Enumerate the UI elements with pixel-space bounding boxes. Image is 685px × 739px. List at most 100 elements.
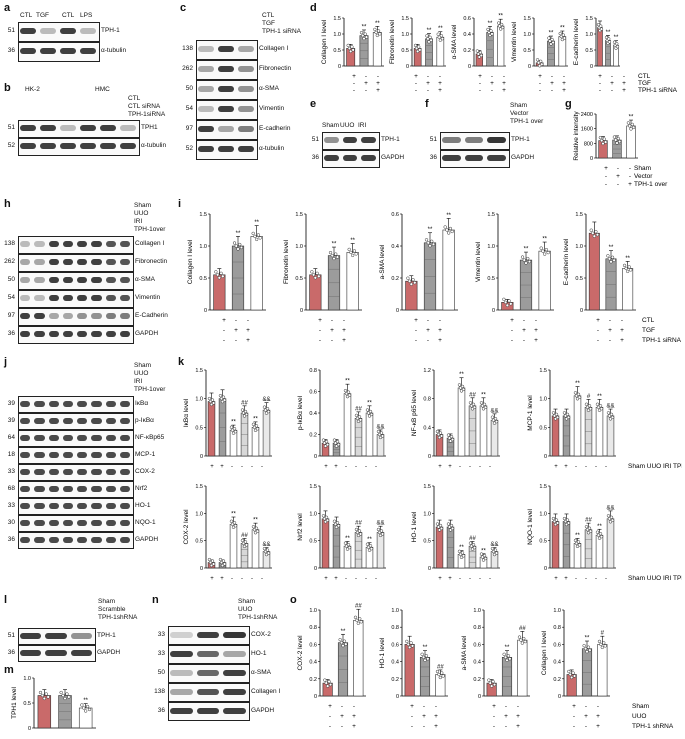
legend-sign: + bbox=[438, 576, 442, 582]
y-axis-label: a-SMA level bbox=[379, 244, 386, 279]
row-c-1: TGF bbox=[262, 20, 275, 27]
band-h-5-4 bbox=[77, 331, 88, 337]
significance-mark: ## bbox=[241, 533, 248, 539]
legend-sign: + bbox=[620, 327, 624, 334]
band-c-1-1 bbox=[218, 66, 234, 72]
data-point bbox=[85, 704, 90, 709]
y-tick-label: 0 bbox=[396, 308, 399, 314]
row-b-0: CTL bbox=[128, 95, 141, 102]
band-j-1-4 bbox=[77, 417, 88, 424]
data-point bbox=[503, 655, 508, 659]
data-point bbox=[610, 518, 615, 522]
legend-sign: - bbox=[427, 73, 429, 80]
bar bbox=[404, 644, 415, 697]
significance-mark: ** bbox=[236, 231, 241, 237]
bar bbox=[250, 236, 263, 311]
protein-j-2: NF-κBp65 bbox=[135, 433, 165, 441]
legend-sign: - bbox=[585, 576, 587, 582]
bar bbox=[497, 25, 505, 67]
significance-mark: ** bbox=[253, 416, 258, 422]
y-tick-label: 0.4 bbox=[463, 32, 471, 38]
data-point bbox=[468, 541, 473, 545]
data-point bbox=[524, 261, 528, 265]
data-point bbox=[586, 645, 591, 649]
legend-sign: - bbox=[355, 464, 357, 470]
y-tick-label: 0.4 bbox=[423, 425, 431, 431]
legend-sign: + bbox=[604, 165, 608, 172]
band-h-4-0 bbox=[20, 313, 31, 319]
y-tick-label: 1.5 bbox=[401, 16, 409, 22]
chart-o-asma: a-SMA level 0 0.2 0.4 0.6 0.8 1.0 ** ## bbox=[461, 608, 530, 700]
data-point bbox=[232, 521, 237, 525]
mw-b-0: 51 bbox=[7, 124, 15, 131]
data-point bbox=[335, 439, 340, 444]
data-point bbox=[324, 439, 329, 444]
legend-sign: + bbox=[438, 80, 442, 87]
significance-mark: && bbox=[606, 505, 614, 511]
data-point bbox=[362, 36, 366, 41]
data-point bbox=[599, 407, 604, 411]
data-point bbox=[417, 45, 421, 49]
data-point bbox=[82, 706, 86, 710]
legend-sign: - bbox=[585, 723, 587, 730]
data-point bbox=[629, 127, 633, 131]
band-b-1-2 bbox=[60, 143, 76, 149]
band-h-2-1 bbox=[34, 277, 45, 283]
band-h-5-7 bbox=[119, 331, 130, 337]
significance-mark: && bbox=[606, 404, 614, 410]
data-point bbox=[490, 415, 495, 419]
band-n-3-1 bbox=[196, 688, 220, 695]
data-point bbox=[255, 237, 259, 242]
legend-sign: - bbox=[329, 713, 331, 720]
legend-sign: + bbox=[598, 73, 602, 80]
significance-mark: ** bbox=[459, 372, 464, 378]
band-h-1-1 bbox=[34, 259, 45, 265]
bar bbox=[622, 268, 634, 311]
data-point bbox=[482, 402, 487, 406]
legend-sign: + bbox=[426, 80, 430, 87]
data-point bbox=[236, 247, 240, 251]
chart-o-ho1: HO-1 level 0 0.2 0.4 0.6 0.8 1.0 ** ## bbox=[379, 608, 448, 700]
data-point bbox=[612, 40, 617, 44]
legend-sign: - bbox=[319, 327, 321, 334]
band-j-7-4 bbox=[77, 519, 88, 526]
band-j-4-3 bbox=[62, 468, 73, 475]
data-point bbox=[418, 48, 422, 52]
data-point bbox=[550, 37, 554, 42]
legend-sign: - bbox=[623, 73, 625, 80]
legend-sign: - bbox=[535, 317, 537, 324]
chart-o-collagen: Collagen I level 0 0.2 0.4 0.6 0.8 1.0 ** # bbox=[541, 608, 610, 700]
band-n-4-2 bbox=[223, 707, 246, 714]
cond-a-1: TGF bbox=[36, 12, 49, 19]
data-point bbox=[338, 638, 342, 642]
y-tick-label: 0 bbox=[314, 694, 317, 700]
legend-sign: - bbox=[427, 337, 429, 344]
legend-sign: + bbox=[596, 723, 600, 730]
band-j-0-5 bbox=[91, 400, 102, 407]
band-j-1-0 bbox=[20, 417, 31, 424]
data-point bbox=[346, 542, 351, 547]
legend-sign: + bbox=[340, 713, 344, 720]
mw-a-1: 36 bbox=[7, 47, 15, 54]
panel-l-letter: l bbox=[4, 594, 8, 606]
protein-l-1: GAPDH bbox=[97, 648, 121, 656]
mw-j-0: 39 bbox=[7, 399, 15, 407]
chart-i-collagen: Collagen I level 0 0.5 1.0 1.5 ** ** bbox=[187, 212, 266, 314]
data-point bbox=[567, 669, 571, 674]
bar bbox=[606, 518, 615, 569]
y-tick-label: 1.5 bbox=[423, 484, 431, 490]
data-point bbox=[254, 424, 259, 428]
chart-o-cox2: COX-2 level 0 0.2 0.4 0.6 0.8 1.0 ** ## bbox=[297, 604, 366, 700]
data-point bbox=[573, 538, 578, 543]
data-point bbox=[410, 644, 415, 648]
data-point bbox=[460, 551, 465, 555]
data-point bbox=[595, 530, 600, 534]
legend-sign: - bbox=[617, 181, 619, 188]
data-point bbox=[583, 647, 588, 651]
band-j-5-3 bbox=[62, 485, 73, 492]
data-point bbox=[324, 515, 329, 519]
y-tick-label: 0 bbox=[428, 566, 431, 572]
data-point bbox=[598, 135, 603, 140]
legend-sign: + bbox=[596, 713, 600, 720]
band-j-6-1 bbox=[34, 502, 45, 509]
